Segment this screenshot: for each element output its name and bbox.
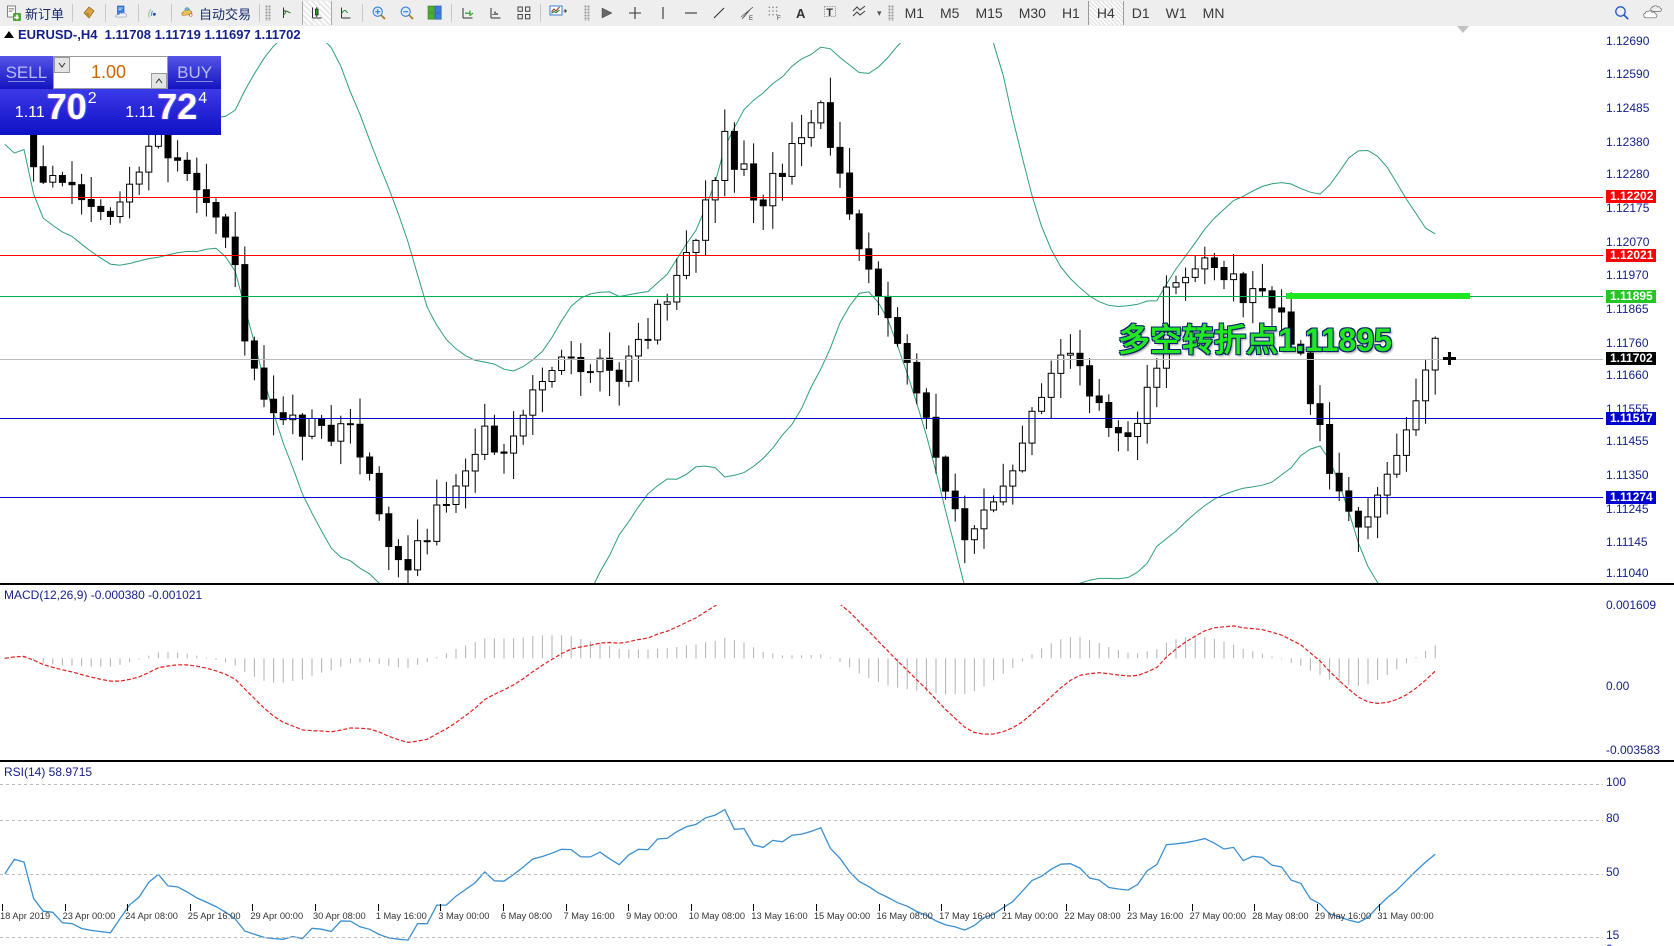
svg-text:T: T [826,7,833,19]
svg-text:E: E [749,16,753,21]
svg-text:A: A [796,6,806,21]
svg-text:F: F [777,16,781,21]
